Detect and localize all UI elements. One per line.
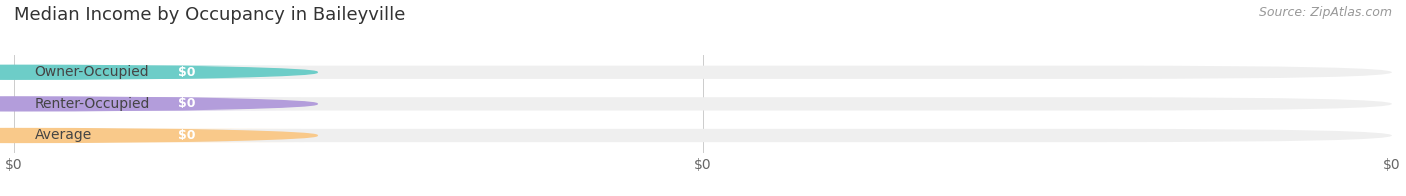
Circle shape <box>0 65 318 79</box>
FancyBboxPatch shape <box>14 129 1392 142</box>
FancyBboxPatch shape <box>0 66 304 79</box>
FancyBboxPatch shape <box>14 66 1392 79</box>
FancyBboxPatch shape <box>0 97 304 111</box>
Text: Renter-Occupied: Renter-Occupied <box>35 97 150 111</box>
Text: $0: $0 <box>177 97 195 110</box>
FancyBboxPatch shape <box>0 129 304 142</box>
Text: Median Income by Occupancy in Baileyville: Median Income by Occupancy in Baileyvill… <box>14 6 405 24</box>
Text: Owner-Occupied: Owner-Occupied <box>35 65 149 79</box>
Text: $0: $0 <box>177 129 195 142</box>
Text: Source: ZipAtlas.com: Source: ZipAtlas.com <box>1258 6 1392 19</box>
FancyBboxPatch shape <box>14 97 1392 111</box>
Circle shape <box>0 129 318 142</box>
Text: Average: Average <box>35 129 91 142</box>
Circle shape <box>0 97 318 111</box>
Text: $0: $0 <box>177 66 195 79</box>
